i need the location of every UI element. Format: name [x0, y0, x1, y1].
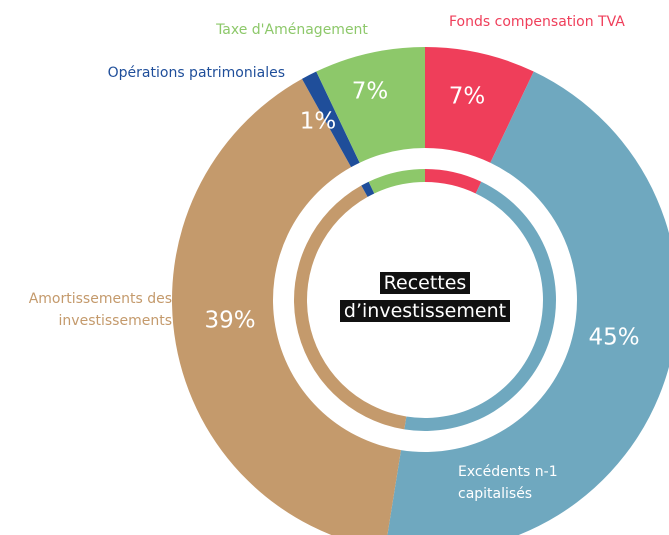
inner-segment — [368, 169, 425, 194]
value-label: 7% — [352, 79, 389, 105]
category-label: Amortissements des investissements — [28, 291, 172, 329]
chart-title: d’investissement — [325, 300, 525, 322]
value-label: 45% — [588, 325, 639, 351]
title-line: Recettes — [379, 272, 471, 294]
value-label: 39% — [204, 308, 255, 334]
segment — [316, 47, 425, 163]
segment — [425, 47, 534, 163]
value-label: 1% — [300, 109, 337, 135]
value-label: 7% — [449, 84, 486, 110]
inner-segment — [294, 185, 407, 430]
chart-title: Recettes — [325, 272, 525, 294]
segment — [387, 71, 669, 535]
segment — [172, 78, 401, 535]
inner-segment — [425, 169, 482, 194]
category-label: Taxe d'Aménagement — [216, 22, 368, 38]
title-line: d’investissement — [339, 300, 511, 322]
category-label: Opérations patrimoniales — [107, 65, 285, 81]
category-label: Fonds compensation TVA — [449, 14, 625, 30]
category-label: Excédents n-1 capitalisés — [458, 464, 558, 502]
segment — [301, 71, 360, 168]
inner-segment — [361, 181, 375, 197]
